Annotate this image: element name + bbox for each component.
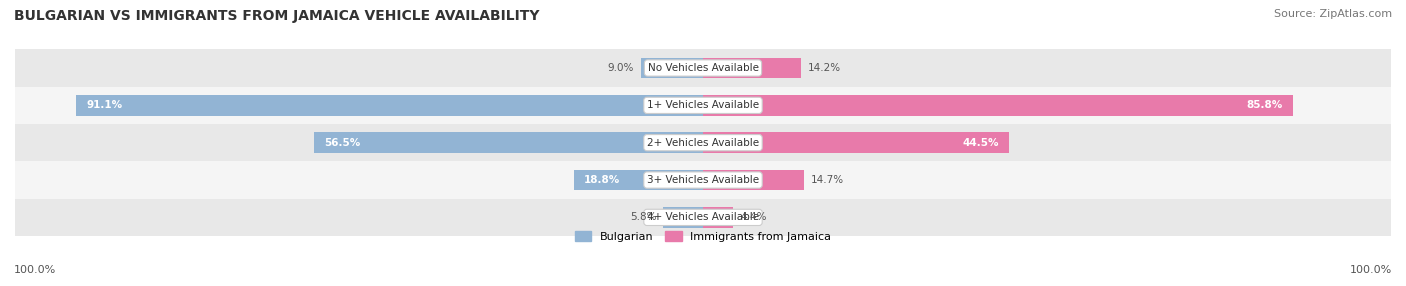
Text: 56.5%: 56.5% (325, 138, 361, 148)
Text: BULGARIAN VS IMMIGRANTS FROM JAMAICA VEHICLE AVAILABILITY: BULGARIAN VS IMMIGRANTS FROM JAMAICA VEH… (14, 9, 540, 23)
Text: 85.8%: 85.8% (1247, 100, 1284, 110)
Bar (641, 58, 703, 78)
Bar (315, 132, 703, 153)
Legend: Bulgarian, Immigrants from Jamaica: Bulgarian, Immigrants from Jamaica (571, 228, 835, 245)
Text: 4.4%: 4.4% (740, 212, 766, 223)
Bar (574, 170, 703, 190)
Bar (76, 95, 703, 116)
Text: 18.8%: 18.8% (583, 175, 620, 185)
Bar (703, 58, 800, 78)
Bar (664, 207, 703, 228)
Text: 100.0%: 100.0% (1350, 265, 1392, 275)
Text: 9.0%: 9.0% (607, 63, 634, 73)
Bar (703, 207, 734, 228)
Bar (15, 161, 1391, 199)
Text: 100.0%: 100.0% (14, 265, 56, 275)
Text: 14.2%: 14.2% (807, 63, 841, 73)
Bar (703, 170, 804, 190)
Bar (15, 49, 1391, 87)
Bar (15, 199, 1391, 236)
Text: 14.7%: 14.7% (811, 175, 844, 185)
Text: No Vehicles Available: No Vehicles Available (648, 63, 758, 73)
Bar (15, 87, 1391, 124)
Text: 3+ Vehicles Available: 3+ Vehicles Available (647, 175, 759, 185)
Text: 44.5%: 44.5% (962, 138, 998, 148)
Text: Source: ZipAtlas.com: Source: ZipAtlas.com (1274, 9, 1392, 19)
Text: 2+ Vehicles Available: 2+ Vehicles Available (647, 138, 759, 148)
Bar (703, 132, 1010, 153)
Text: 1+ Vehicles Available: 1+ Vehicles Available (647, 100, 759, 110)
Text: 5.8%: 5.8% (630, 212, 657, 223)
Text: 4+ Vehicles Available: 4+ Vehicles Available (647, 212, 759, 223)
Text: 91.1%: 91.1% (87, 100, 122, 110)
Bar (703, 95, 1294, 116)
Bar (15, 124, 1391, 161)
